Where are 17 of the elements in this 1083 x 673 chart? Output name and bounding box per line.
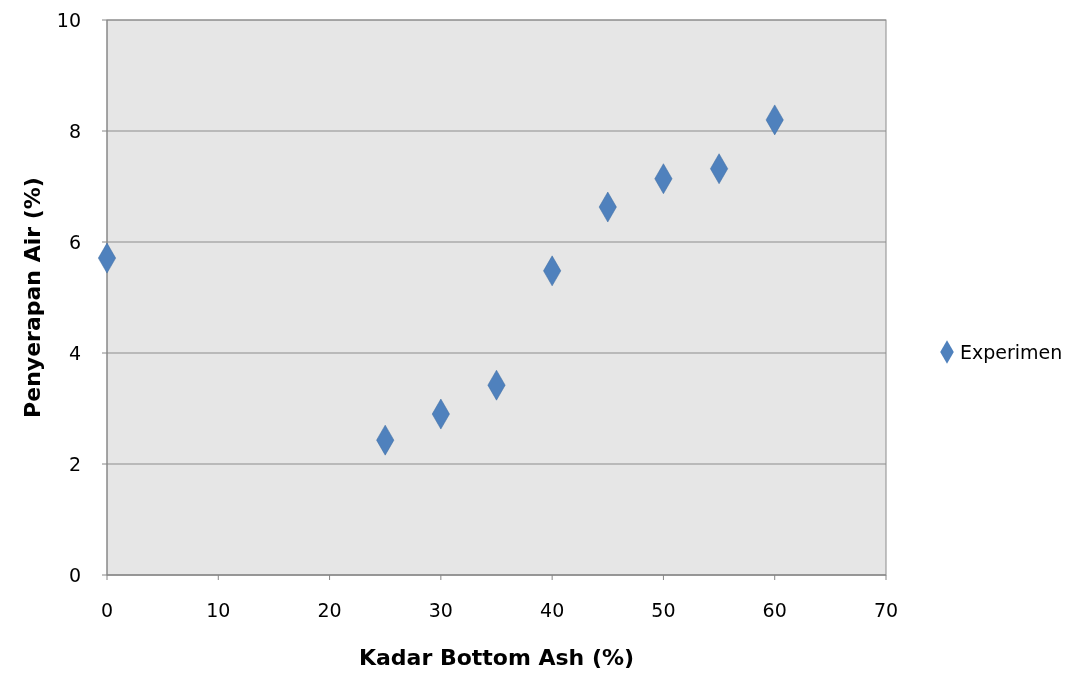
y-tick-label: 10 <box>56 8 81 31</box>
legend-label: Experimen <box>960 340 1063 363</box>
x-axis-title: Kadar Bottom Ash (%) <box>358 645 635 670</box>
x-tick-label: 70 <box>873 599 899 621</box>
y-axis-title: Penyerapan Air (%) <box>20 177 45 418</box>
x-tick-label: 0 <box>100 599 114 621</box>
y-tick-label: 8 <box>68 119 81 142</box>
y-tick-label: 2 <box>68 452 81 475</box>
x-tick-label: 30 <box>428 599 453 621</box>
x-tick-label: 50 <box>651 599 676 621</box>
y-tick-label: 4 <box>68 341 81 364</box>
x-tick-label: 10 <box>206 599 231 621</box>
y-tick-label: 6 <box>68 230 81 253</box>
x-tick-label: 60 <box>762 599 787 621</box>
y-tick-label: 0 <box>68 563 81 586</box>
x-tick-label: 40 <box>540 599 565 621</box>
x-tick-label: 20 <box>317 599 342 621</box>
